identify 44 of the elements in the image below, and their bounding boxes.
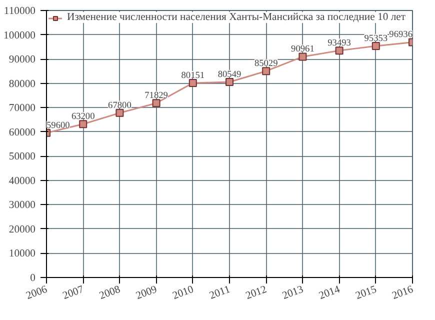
x-tick-label: 2011: [208, 284, 232, 302]
point: [298, 52, 307, 61]
x-tick-label: 2009: [134, 284, 159, 302]
point: [262, 67, 270, 76]
point: [152, 99, 160, 108]
x-tick-label: 2015: [354, 284, 378, 302]
point: [116, 108, 124, 117]
data-label: 63200: [71, 112, 96, 122]
y-tick-label: 40000: [8, 176, 36, 187]
x-tick-label: 2016: [390, 284, 416, 302]
point: [335, 46, 344, 55]
y-tick-label: 30000: [8, 200, 36, 212]
point: [188, 78, 197, 87]
y-tick-label: 0: [30, 273, 36, 284]
data-label: 67800: [108, 100, 132, 111]
point: [226, 78, 234, 86]
data-label: 80549: [218, 70, 242, 80]
x-tick-label: 2014: [318, 284, 342, 302]
legend-label: Изменение численности населения Ханты-Мансийска за последние 10 лет: [67, 12, 406, 23]
y-tick-label: 50000: [8, 152, 36, 163]
data-label: 96936: [389, 30, 413, 40]
data-label: 59600: [46, 120, 70, 131]
y-tick-label: 100000: [4, 30, 36, 42]
x-tick-label: 2013: [281, 284, 305, 302]
x-tick-label: 2006: [24, 284, 50, 302]
y-tick-label: 80000: [8, 78, 36, 90]
x-tick-label: 2012: [244, 284, 268, 302]
y-tick-label: 110000: [4, 6, 36, 17]
data-label: 85029: [254, 59, 278, 70]
data-label: 90961: [291, 44, 315, 55]
x-tick-label: 2008: [98, 284, 122, 302]
y-tick-label: 20000: [8, 224, 36, 236]
data-label: 80151: [181, 70, 205, 81]
x-tick-label: 2010: [171, 284, 196, 302]
y-tick-label: 60000: [8, 127, 36, 138]
y-tick-label: 70000: [8, 103, 36, 114]
y-tick-label: 90000: [8, 54, 36, 66]
x-tick-label: 2007: [62, 284, 86, 302]
data-label: 95353: [364, 34, 388, 44]
y-tick-label: 10000: [8, 248, 36, 260]
point: [79, 120, 88, 128]
point: [372, 42, 380, 50]
data-label: 71829: [144, 91, 168, 102]
data-label: 93493: [328, 38, 352, 49]
